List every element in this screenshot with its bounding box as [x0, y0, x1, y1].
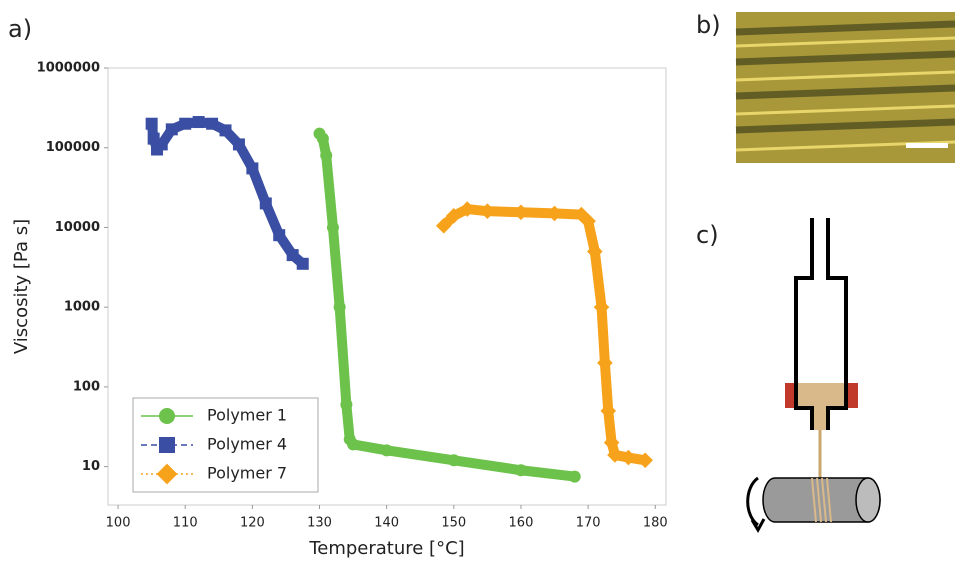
x-tick-label: 170 [576, 516, 601, 531]
marker [568, 470, 581, 483]
marker [593, 299, 610, 315]
panel-label: b) [696, 11, 721, 39]
marker [435, 217, 452, 234]
marker [546, 205, 563, 222]
marker [316, 132, 329, 145]
x-tick-label: 120 [240, 516, 265, 531]
x-tick-label: 100 [106, 516, 131, 531]
x-tick-label: 110 [173, 516, 198, 531]
panel-label: c) [696, 221, 719, 249]
y-tick-label: 100000 [46, 140, 100, 155]
legend-label: Polymer 7 [207, 464, 287, 483]
marker [165, 123, 178, 136]
marker [273, 229, 286, 242]
marker [340, 398, 353, 411]
marker [206, 117, 219, 130]
marker [380, 444, 393, 457]
marker [246, 162, 259, 175]
marker [296, 257, 309, 270]
marker [219, 124, 232, 137]
marker [155, 138, 168, 151]
legend-label: Polymer 1 [207, 406, 287, 425]
marker [326, 221, 339, 234]
marker [159, 437, 175, 453]
marker [179, 117, 192, 130]
legend-label: Polymer 4 [207, 435, 287, 454]
marker [286, 249, 299, 262]
marker [607, 447, 623, 463]
series-line [314, 128, 580, 482]
y-tick-label: 10 [82, 459, 100, 474]
marker [320, 149, 333, 162]
y-tick-label: 1000 [64, 300, 100, 315]
x-tick-label: 140 [374, 516, 399, 531]
marker [597, 355, 613, 371]
marker [587, 243, 603, 260]
x-tick-label: 130 [307, 516, 332, 531]
y-tick-label: 10000 [55, 220, 100, 235]
marker [192, 116, 205, 129]
series-line [146, 117, 308, 269]
marker [603, 434, 620, 451]
marker [259, 197, 272, 210]
series-line [438, 204, 651, 466]
x-tick-label: 160 [509, 516, 534, 531]
y-tick-label: 1000000 [37, 61, 100, 76]
y-axis-label: Viscosity [Pa s] [11, 219, 32, 354]
x-axis-label: Temperature [°C] [308, 538, 464, 559]
printer-diagram [746, 218, 881, 534]
marker [333, 301, 346, 314]
marker [446, 207, 462, 224]
marker [620, 449, 637, 466]
marker [459, 201, 476, 217]
marker [580, 213, 596, 229]
marker [145, 117, 158, 130]
marker [347, 438, 360, 451]
marker [637, 452, 653, 469]
marker [447, 454, 460, 467]
marker [159, 408, 175, 424]
marker [156, 463, 178, 485]
marker [514, 464, 527, 477]
x-tick-label: 150 [441, 516, 466, 531]
marker [232, 138, 245, 151]
marker [513, 204, 529, 221]
marker [600, 403, 617, 419]
micrograph [735, 12, 955, 163]
panel-label: a) [8, 15, 32, 43]
x-tick-label: 180 [643, 516, 668, 531]
marker [479, 203, 496, 219]
y-tick-label: 100 [73, 379, 100, 394]
